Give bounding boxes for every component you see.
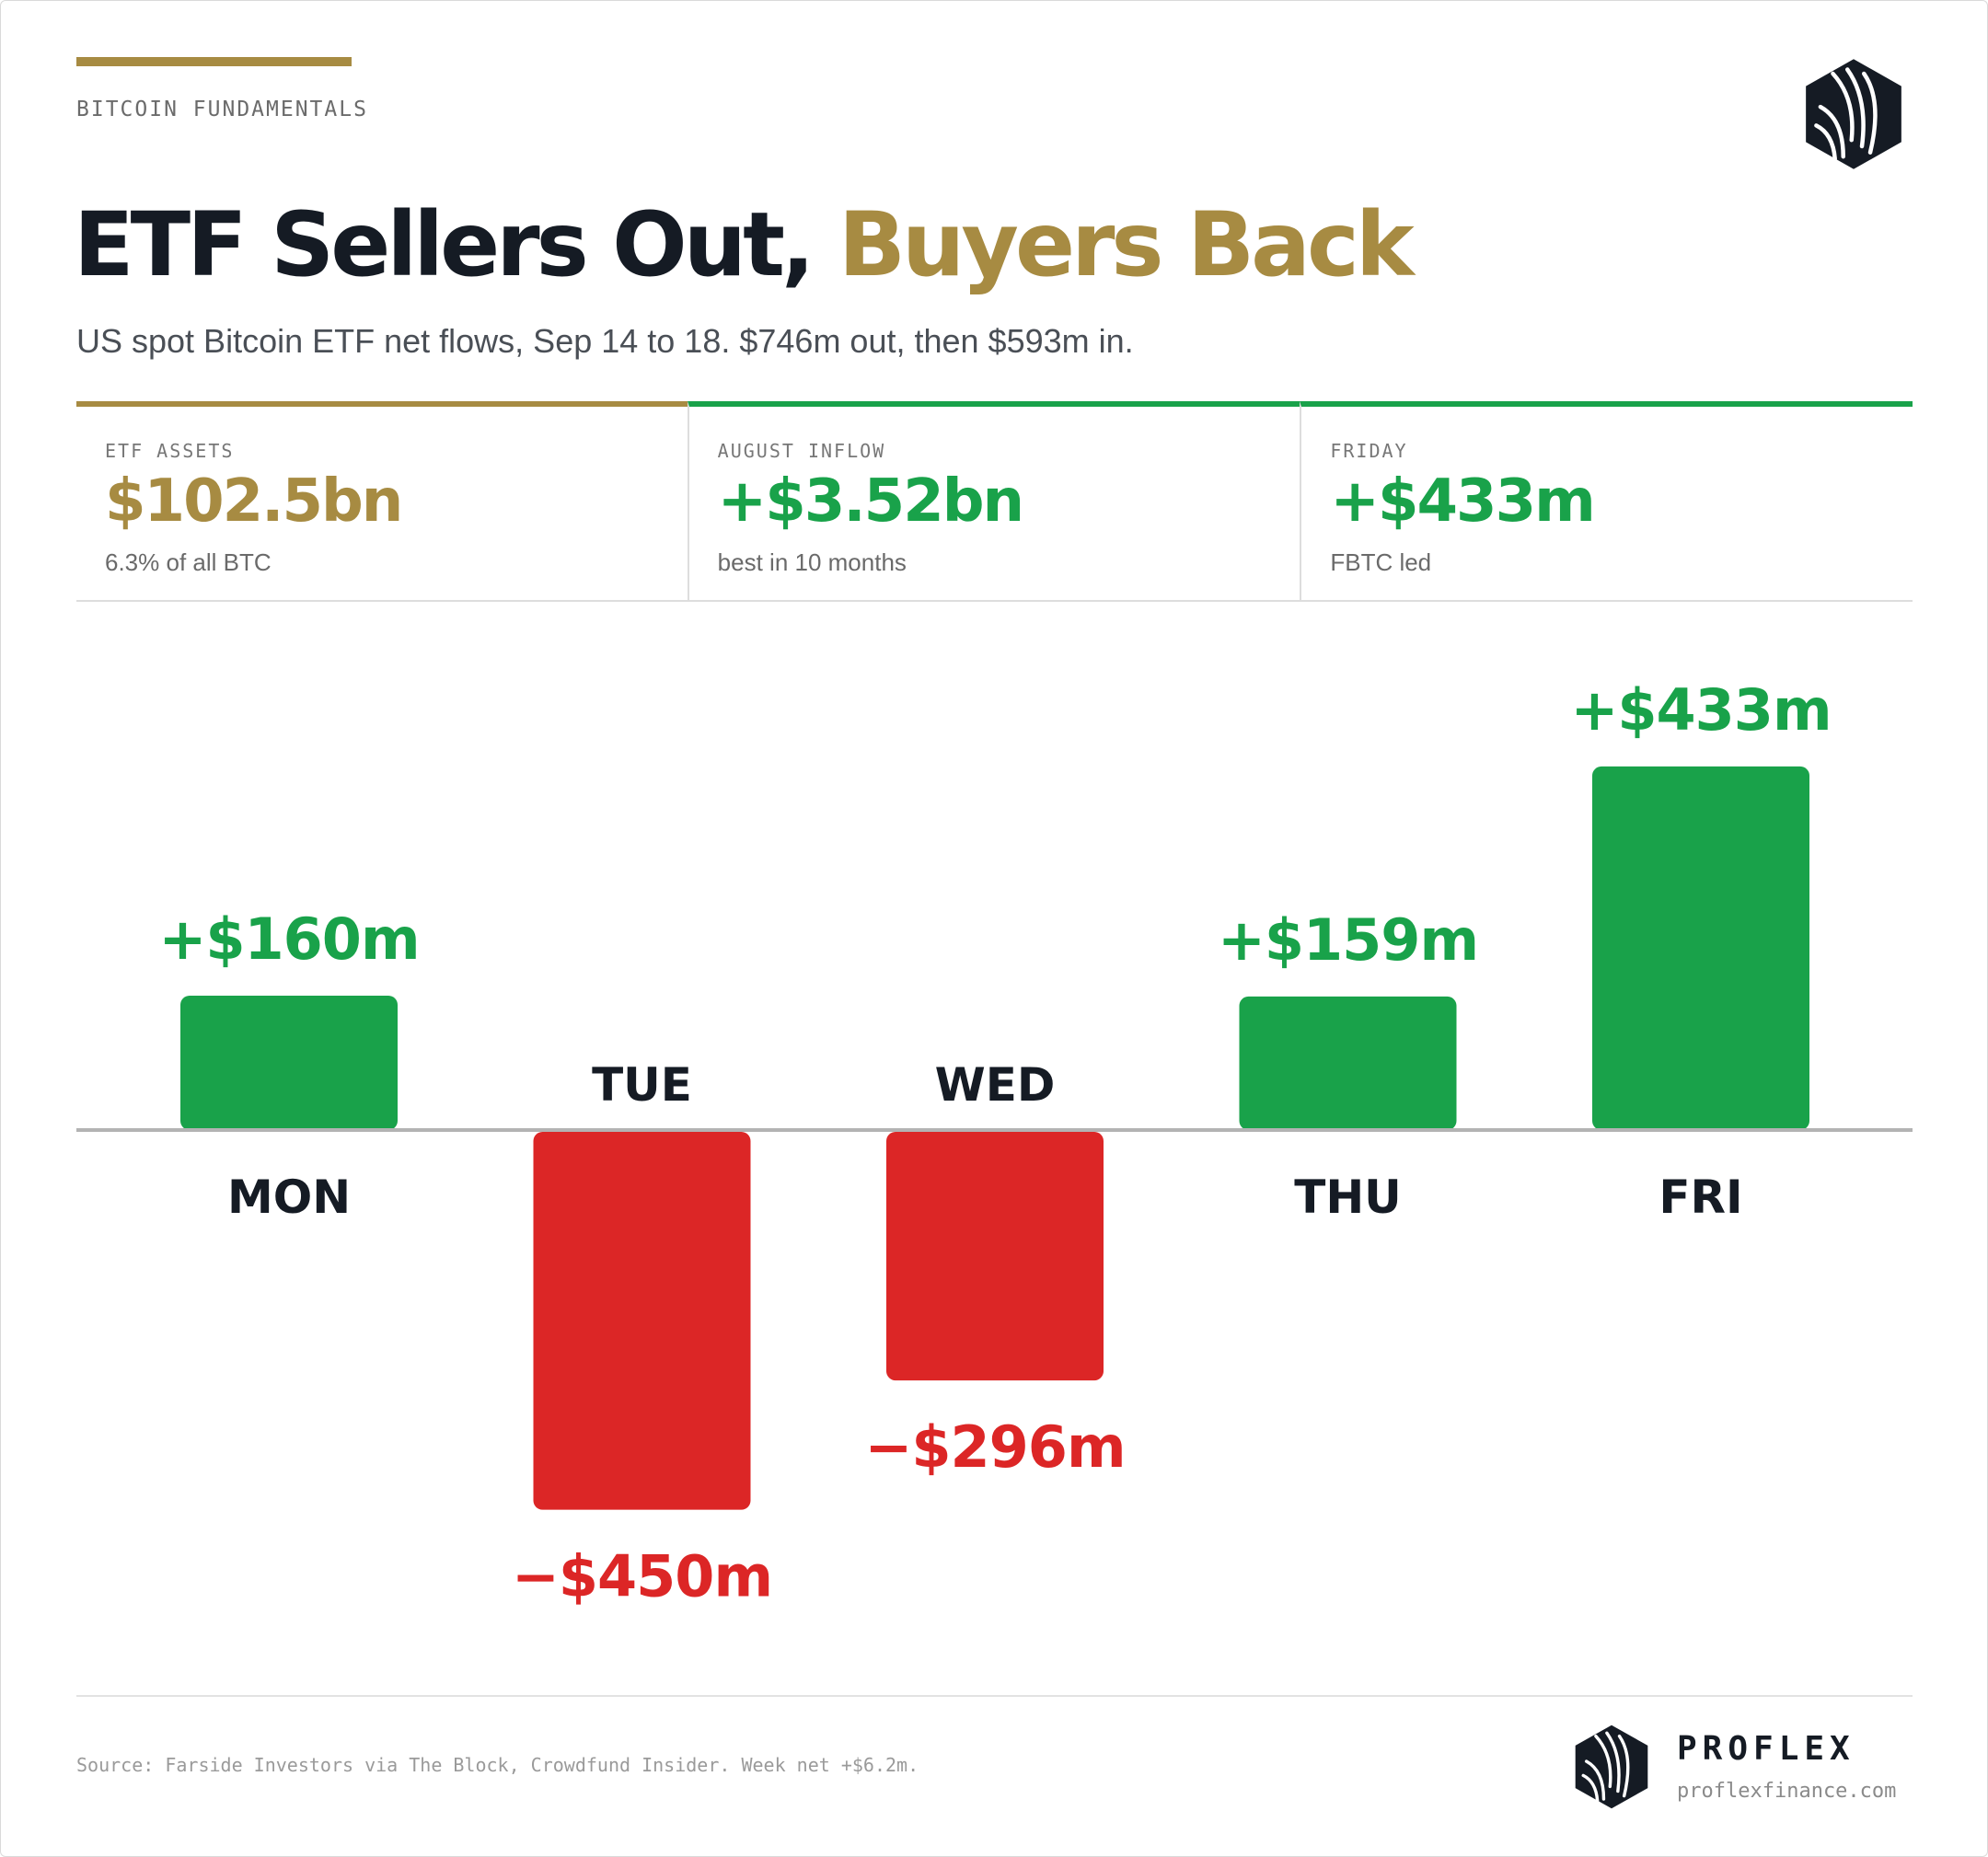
category-label-fri: FRI bbox=[1659, 1171, 1742, 1224]
stat-label: FRIDAY bbox=[1330, 440, 1408, 462]
source-note: Source: Farside Investors via The Block,… bbox=[76, 1754, 919, 1776]
value-label-tue: −$450m bbox=[512, 1543, 772, 1610]
stat-august-inflow: AUGUST INFLOW +$3.52bn best in 10 months bbox=[687, 401, 1300, 600]
value-label-thu: +$159m bbox=[1218, 906, 1478, 974]
flows-bar-chart: +$160m MON −$450m TUE −$296m WED +$159m THU +$43… bbox=[76, 676, 1913, 1610]
title-accent: Buyers Back bbox=[838, 193, 1415, 296]
value-label-fri: +$433m bbox=[1570, 676, 1831, 744]
footer-divider bbox=[76, 1695, 1913, 1697]
category-label-thu: THU bbox=[1294, 1171, 1402, 1224]
bar-thu bbox=[1239, 996, 1457, 1130]
bar-fri bbox=[1592, 766, 1809, 1130]
stat-value: +$433m bbox=[1330, 467, 1595, 536]
value-label-wed: −$296m bbox=[864, 1413, 1125, 1481]
kicker-bar bbox=[76, 57, 352, 66]
category-label-wed: WED bbox=[935, 1058, 1056, 1112]
stat-value: $102.5bn bbox=[105, 467, 403, 536]
stat-value: +$3.52bn bbox=[717, 467, 1024, 536]
stat-note: best in 10 months bbox=[717, 548, 907, 576]
stat-note: 6.3% of all BTC bbox=[105, 548, 272, 576]
proflex-logo-icon bbox=[1575, 1724, 1648, 1809]
value-label-mon: +$160m bbox=[158, 905, 419, 973]
stat-friday: FRIDAY +$433m FBTC led bbox=[1300, 401, 1913, 600]
kicker: BITCOIN FUNDAMENTALS bbox=[76, 98, 368, 121]
stat-label: ETF ASSETS bbox=[105, 440, 235, 462]
category-label-mon: MON bbox=[227, 1171, 351, 1224]
bar-wed bbox=[886, 1132, 1104, 1381]
proflex-logo-icon bbox=[1806, 59, 1901, 169]
stats-row: ETF ASSETS $102.5bn 6.3% of all BTC AUGU… bbox=[76, 401, 1913, 602]
stat-label: AUGUST INFLOW bbox=[717, 440, 886, 462]
page-subtitle: US spot Bitcoin ETF net flows, Sep 14 to… bbox=[76, 322, 1134, 360]
page-title: ETF Sellers Out, Buyers Back bbox=[74, 190, 1415, 300]
stat-etf-assets: ETF ASSETS $102.5bn 6.3% of all BTC bbox=[76, 401, 688, 600]
title-main: ETF Sellers Out, bbox=[74, 193, 815, 296]
stat-note: FBTC led bbox=[1330, 548, 1432, 576]
bar-mon bbox=[180, 996, 398, 1130]
category-label-tue: TUE bbox=[592, 1058, 692, 1112]
bar-tue bbox=[533, 1132, 751, 1510]
brand-name: PROFLEX bbox=[1677, 1730, 1855, 1768]
brand-url: proflexfinance.com bbox=[1677, 1780, 1897, 1803]
